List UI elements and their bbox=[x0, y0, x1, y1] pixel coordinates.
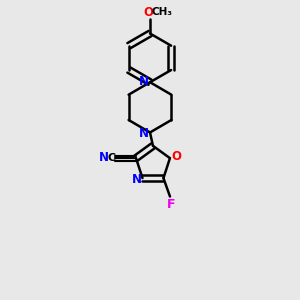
Text: N: N bbox=[99, 152, 109, 164]
Text: F: F bbox=[167, 198, 176, 211]
Text: N: N bbox=[131, 173, 142, 186]
Text: N: N bbox=[139, 127, 149, 140]
Text: N: N bbox=[139, 75, 149, 88]
Text: CH₃: CH₃ bbox=[152, 7, 173, 17]
Text: C: C bbox=[107, 153, 116, 163]
Text: O: O bbox=[143, 6, 154, 19]
Text: O: O bbox=[172, 150, 182, 163]
